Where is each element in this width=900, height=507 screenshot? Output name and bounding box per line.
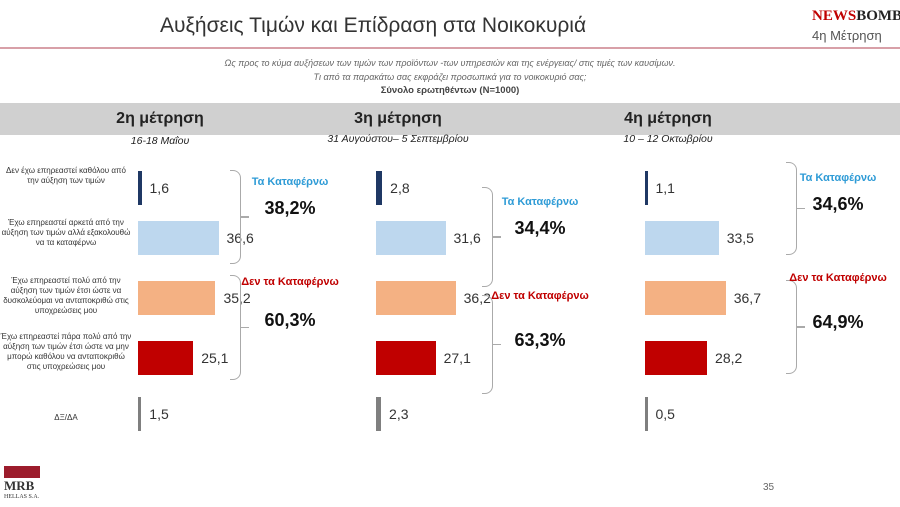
value-label: 2,8: [390, 180, 410, 196]
page-number: 35: [763, 482, 775, 493]
group-label: Δεν τα Καταφέρνω: [241, 276, 339, 288]
bar: [376, 281, 456, 315]
brace-tip: [241, 326, 249, 328]
row-label: Δεν έχω επηρεαστεί καθόλου από την αύξησ…: [6, 166, 126, 185]
group-percent: 38,2%: [264, 198, 316, 218]
bar: [645, 397, 648, 431]
value-label: 0,5: [655, 406, 675, 422]
group-percent: 34,6%: [812, 194, 864, 214]
newsbomb-logo: NEWSBOMB: [812, 8, 900, 25]
bar: [645, 341, 708, 375]
logo-news: NEWS: [812, 8, 857, 24]
bar: [138, 221, 219, 255]
bar: [645, 221, 719, 255]
row-label: ΔΞ/ΔΑ: [54, 413, 78, 422]
mrb-logo: MRB HELLAS S.A.: [4, 466, 44, 500]
question-line-2: Τι από τα παρακάτω σας εκφράζει προσωπικ…: [313, 72, 587, 82]
wave-dates: 16-18 Μαΐου: [130, 135, 190, 147]
value-label: 1,6: [149, 180, 169, 196]
question-line-1: Ως προς το κύμα αυξήσεων των τιμών των π…: [224, 58, 676, 68]
group-label: Τα Καταφέρνω: [501, 196, 579, 208]
wave-dates: 10 – 12 Οκτωβρίου: [623, 133, 713, 145]
wave-label: 4η Μέτρηση: [812, 28, 882, 43]
wave-heading: 3η μέτρηση: [354, 110, 442, 127]
brace: [482, 295, 493, 394]
value-label: 35,2: [223, 290, 251, 306]
divider: [0, 47, 900, 49]
group-label: Δεν τα Καταφέρνω: [789, 272, 887, 284]
bar: [376, 397, 382, 431]
group-percent: 63,3%: [514, 330, 566, 350]
wave-dates: 31 Αυγούστου– 5 Σεπτεμβρίου: [327, 133, 469, 145]
header-band: [0, 103, 900, 135]
value-label: 31,6: [453, 230, 481, 246]
group-percent: 34,4%: [514, 218, 566, 238]
bar: [376, 171, 383, 205]
value-label: 33,5: [726, 230, 754, 246]
wave-heading: 4η μέτρηση: [624, 110, 712, 127]
brace: [230, 170, 241, 264]
brace-tip: [493, 236, 501, 238]
value-label: 2,3: [389, 406, 409, 422]
value-label: 1,5: [149, 406, 169, 422]
value-label: 25,1: [201, 350, 229, 366]
value-label: 27,1: [443, 350, 471, 366]
group-percent: 64,9%: [812, 312, 864, 332]
row-label: Έχω επηρεαστεί πάρα πολύ από την αύξηση …: [0, 332, 132, 371]
brace: [482, 187, 493, 287]
bar: [138, 397, 142, 431]
bar: [138, 341, 194, 375]
bar: [645, 281, 726, 315]
wave-heading: 2η μέτρηση: [116, 110, 204, 127]
brace-tip: [241, 216, 249, 218]
brace-tip: [797, 207, 805, 209]
brace: [786, 280, 797, 374]
value-label: 1,1: [655, 180, 675, 196]
value-label: 28,2: [715, 350, 743, 366]
logo-bomb: BOMB: [856, 8, 900, 24]
bar: [138, 281, 216, 315]
brace-tip: [493, 343, 501, 345]
sample-base: Σύνολο ερωτηθέντων (N=1000): [380, 85, 520, 96]
group-label: Τα Καταφέρνω: [251, 176, 329, 188]
row-label: Έχω επηρεαστεί πολύ από την αύξηση των τ…: [3, 276, 129, 315]
mrb-logo-sub: HELLAS S.A.: [4, 494, 40, 500]
mrb-logo-text: MRB: [4, 478, 35, 493]
group-label: Τα Καταφέρνω: [799, 172, 877, 184]
brace-tip: [797, 326, 805, 328]
value-label: 36,7: [733, 290, 761, 306]
group-percent: 60,3%: [264, 310, 316, 330]
bar: [645, 171, 648, 205]
bar: [376, 341, 436, 375]
brace: [230, 275, 241, 380]
group-label: Δεν τα Καταφέρνω: [491, 290, 589, 302]
brace: [786, 162, 797, 255]
row-label: Έχω επηρεαστεί αρκετά από την αύξηση των…: [1, 218, 131, 247]
page-title: Αυξήσεις Τιμών και Επίδραση στα Νοικοκυρ…: [160, 14, 587, 37]
bar: [376, 221, 446, 255]
bar: [138, 171, 142, 205]
